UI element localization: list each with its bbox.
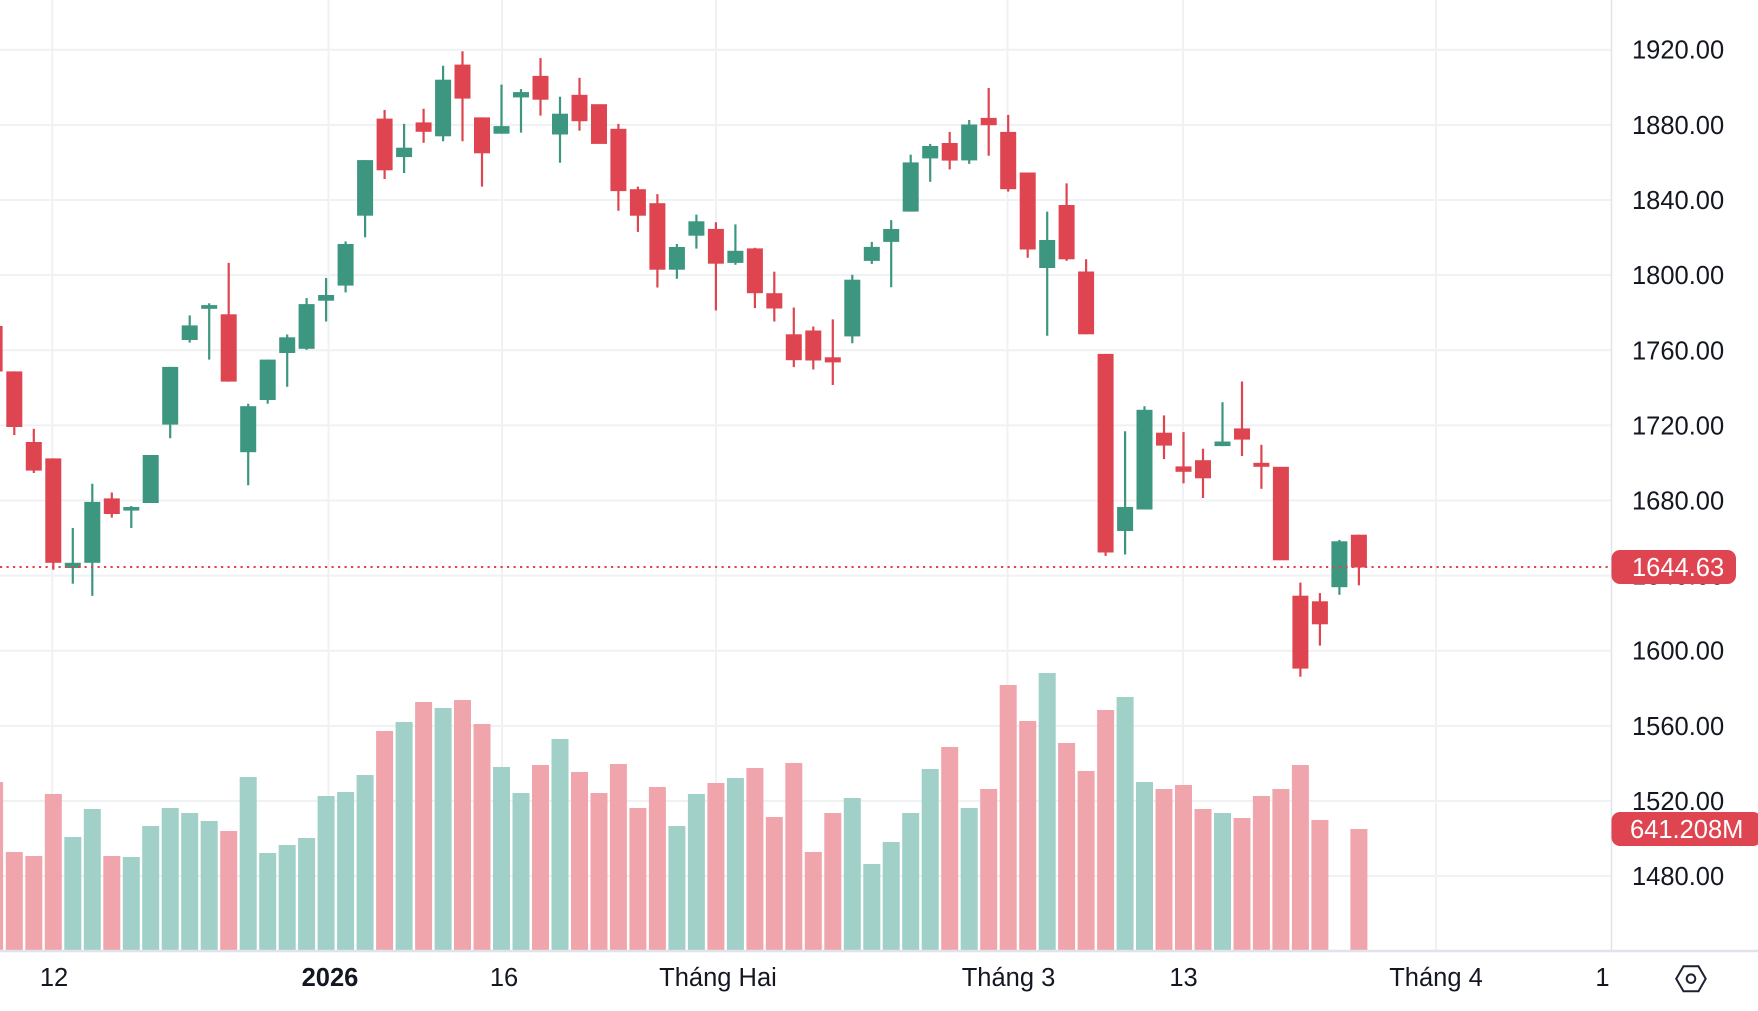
- svg-text:1760.00: 1760.00: [1632, 337, 1724, 365]
- svg-text:1480.00: 1480.00: [1632, 863, 1724, 891]
- svg-text:1800.00: 1800.00: [1632, 262, 1724, 290]
- svg-text:Tháng 4: Tháng 4: [1389, 964, 1483, 992]
- svg-text:1644.63: 1644.63: [1632, 554, 1724, 582]
- svg-text:1680.00: 1680.00: [1632, 488, 1724, 516]
- svg-text:1920.00: 1920.00: [1632, 37, 1724, 65]
- svg-text:12: 12: [40, 964, 68, 992]
- svg-text:2026: 2026: [302, 964, 359, 992]
- svg-text:641.208M: 641.208M: [1630, 816, 1743, 844]
- svg-text:1520.00: 1520.00: [1632, 788, 1724, 816]
- svg-text:1840.00: 1840.00: [1632, 187, 1724, 215]
- svg-text:Tháng Hai: Tháng Hai: [659, 964, 777, 992]
- svg-text:1720.00: 1720.00: [1632, 412, 1724, 440]
- svg-text:1560.00: 1560.00: [1632, 713, 1724, 741]
- svg-text:1600.00: 1600.00: [1632, 638, 1724, 666]
- svg-text:1880.00: 1880.00: [1632, 112, 1724, 140]
- svg-text:1: 1: [1595, 964, 1609, 992]
- svg-text:13: 13: [1169, 964, 1197, 992]
- svg-text:16: 16: [490, 964, 518, 992]
- svg-text:Tháng 3: Tháng 3: [962, 964, 1056, 992]
